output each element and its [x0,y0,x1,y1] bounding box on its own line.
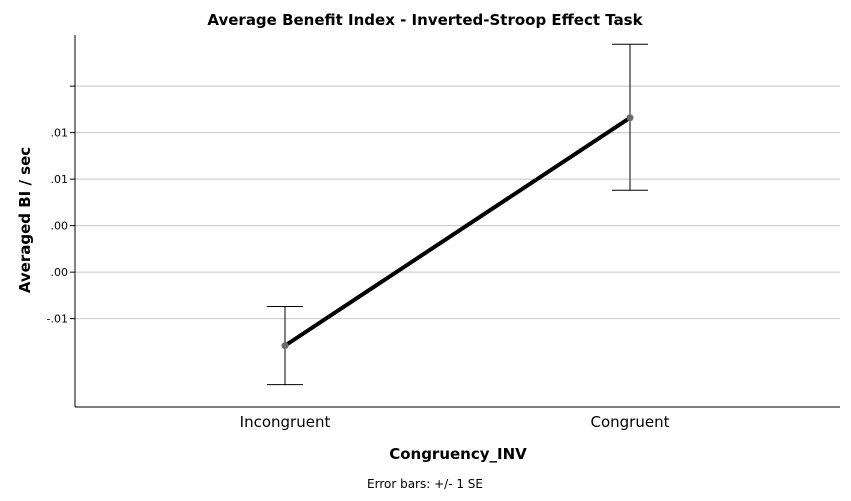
x-axis-label: Congruency_INV [389,445,527,463]
x-tick-labels: Incongruent Congruent [240,413,670,431]
x-tick-label: Congruent [591,413,670,431]
series-group [267,43,648,386]
y-tick-label: -.01 [47,313,68,326]
error-bar-note: Error bars: +/- 1 SE [367,477,483,491]
y-tick-label: .01 [51,173,69,186]
y-tick-label: .00 [51,220,69,233]
gridlines [75,85,840,320]
y-tick-label: .01 [51,127,69,140]
data-point [626,114,634,122]
y-axis-label: Averaged BI / sec [16,147,34,293]
chart-title: Average Benefit Index - Inverted-Stroop … [207,11,643,29]
y-tick-labels: -.01 .00 .00 .01 .01 [47,85,75,326]
x-tick-label: Incongruent [240,413,331,431]
series-line [283,115,632,348]
data-point [281,342,289,350]
y-tick-label: .00 [51,266,69,279]
